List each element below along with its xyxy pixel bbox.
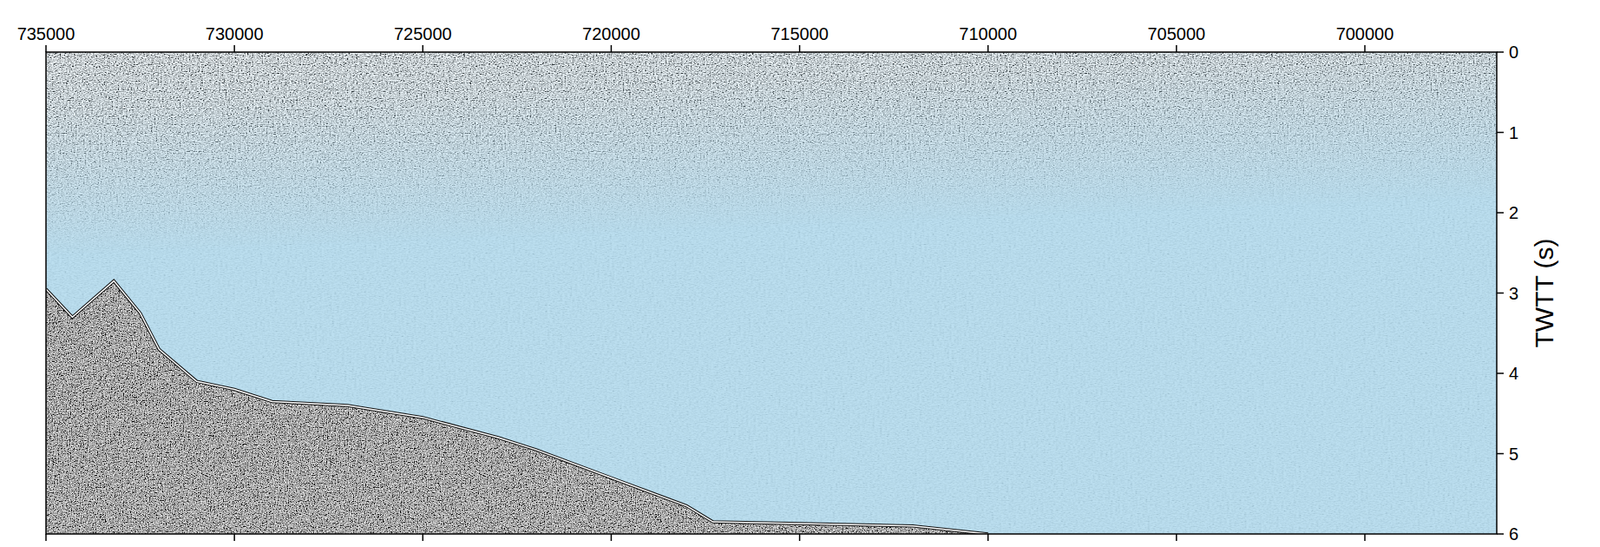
y-tick (1496, 211, 1504, 214)
x-tick-label: 705000 (1147, 24, 1206, 44)
x-tick-label: 715000 (770, 24, 829, 44)
basement-texture (45, 52, 1497, 534)
y-tick (1496, 292, 1504, 295)
shallow-reflectors (45, 52, 1497, 534)
water-column (45, 52, 1497, 534)
y-tick (1496, 532, 1504, 535)
y-tick-label: 3 (1508, 283, 1519, 303)
basement-fill (45, 52, 1497, 534)
chart-svg: 735000 730000 725000 720000 715000 710000 7050… (0, 0, 1600, 547)
plot-frame (45, 52, 1497, 534)
y-tick (1496, 372, 1504, 374)
basement (45, 52, 1497, 534)
y-tick (1496, 452, 1504, 455)
x-tick (233, 45, 236, 53)
x-tick-bottom (422, 533, 425, 541)
x-tick-bottom (610, 533, 613, 541)
shallow-texture (45, 52, 1497, 534)
x-tick-label: 730000 (205, 24, 264, 44)
x-tick (45, 45, 47, 53)
x-tick-label: 710000 (958, 24, 1017, 44)
x-tick-bottom (1175, 533, 1178, 541)
x-tick (987, 45, 990, 53)
x-tick (610, 45, 613, 53)
x-tick (799, 45, 801, 53)
x-tick-label: 735000 (17, 24, 76, 44)
x-tick-label: 725000 (393, 24, 453, 44)
x-tick-bottom (987, 533, 990, 541)
x-tick-label: 700000 (1336, 24, 1395, 44)
y-tick-label: 5 (1508, 444, 1519, 464)
basement-edge-dark (45, 281, 989, 534)
x-tick-bottom (45, 533, 47, 541)
plot-area (45, 52, 1497, 534)
x-tick-label: 720000 (582, 24, 641, 44)
y-tick-label: 1 (1508, 123, 1519, 143)
x-tick (1175, 45, 1178, 53)
x-tick (1363, 45, 1366, 53)
reflection-texture (45, 52, 1497, 534)
x-tick-bottom (799, 533, 801, 541)
y-tick-label: 4 (1508, 363, 1519, 383)
chart-root: 735000 730000 725000 720000 715000 710000 7050… (0, 0, 1600, 547)
y-tick-label: 0 (1508, 42, 1519, 62)
y-tick-label: 2 (1508, 203, 1519, 223)
basement-surface (45, 281, 989, 534)
x-tick-bottom (233, 533, 236, 541)
x-tick-bottom (1363, 533, 1366, 541)
y-tick-label: 6 (1508, 524, 1519, 544)
y-tick (1496, 131, 1504, 134)
y-axis-title: TWTT (s) (1529, 237, 1559, 348)
x-tick (422, 45, 425, 53)
y-tick (1496, 51, 1504, 53)
